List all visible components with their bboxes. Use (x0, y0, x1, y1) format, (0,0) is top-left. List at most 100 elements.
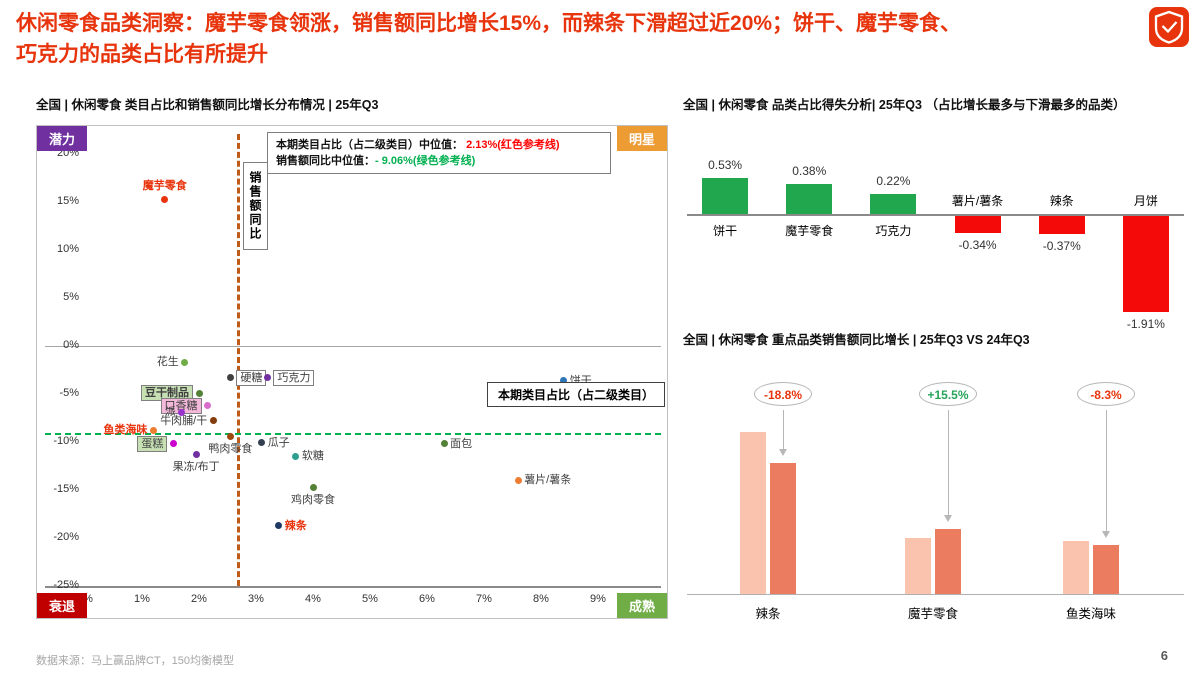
data-source-note: 数据来源：马上赢品牌CT，150均衡模型 (36, 655, 235, 667)
x-tick-label: 8% (533, 593, 549, 605)
y-median-reference-line (45, 432, 661, 435)
y-tick-label: -10% (53, 435, 79, 447)
median-line1-prefix: 本期类目占比（占二级类目）中位值： (276, 139, 467, 151)
quadrant-label-potential: 潜力 (37, 126, 88, 151)
yoy-bar-current-period (1093, 545, 1119, 594)
scatter-point (226, 432, 234, 440)
scatter-point-label: 派 (164, 406, 176, 419)
yoy-bar-prev-period (740, 432, 766, 594)
page-number: 6 (1160, 648, 1168, 663)
gain-loss-chart: 饼干 0.53% 魔芋零食 0.38% 巧克力 0.22% 薯片/薯条 -0.34% 辣条 -0.… (683, 119, 1188, 331)
scatter-point (309, 483, 317, 491)
scatter-point (263, 374, 271, 382)
scatter-point-label: 牛肉脯/干 (160, 414, 208, 427)
scatter-point (292, 452, 300, 460)
x-tick-label: 9% (590, 593, 606, 605)
yoy-chart: 辣条 -18.8% 魔芋零食 +15.5% 鱼类海味 -8.3% (683, 354, 1188, 646)
median-line1-value: 2.13%(红色参考线) (466, 139, 560, 151)
median-line2-prefix: 销售额同比中位值： (276, 155, 375, 167)
yoy-arrow-line (948, 410, 949, 515)
scatter-point-label: 鸭肉零食 (208, 443, 253, 456)
y-tick-label: 0% (63, 339, 79, 351)
gain-loss-category-label: 月饼 (1133, 194, 1158, 208)
yoy-change-badge: +15.5% (919, 382, 977, 406)
yoy-change-badge: -8.3% (1077, 382, 1135, 406)
gain-loss-bar (1038, 216, 1085, 234)
scatter-point (178, 408, 186, 416)
gain-loss-category-label: 魔芋零食 (785, 224, 834, 238)
x-axis-line (45, 586, 661, 588)
yoy-panel-title: 全国 | 休闲零食 重点品类销售额同比增长 | 25年Q3 VS 24年Q3 (683, 333, 1030, 347)
y-tick-label: -15% (53, 483, 79, 495)
scatter-point-label: 瓜子 (267, 436, 290, 449)
quadrant-label-star: 明星 (616, 126, 667, 151)
scatter-point-label: 软糖 (301, 450, 324, 463)
x-tick-label: 6% (419, 593, 435, 605)
scatter-plot-area: 20%15%10%5%0%-5%-10%-15%-20%-25%0%1%2%3%… (37, 126, 667, 618)
scatter-point-label: 鱼类海味 (103, 424, 148, 437)
gain-loss-bar (786, 184, 833, 214)
scatter-point-label: 豆干制品 (141, 385, 193, 402)
gain-loss-category-label: 薯片/薯条 (951, 194, 1004, 208)
scatter-point (514, 476, 522, 484)
median-annotation-box: 本期类目占比（占二级类目）中位值： 2.13%(红色参考线) 销售额同比中位值：… (267, 132, 611, 174)
scatter-point-label: 面包 (450, 437, 473, 450)
gain-loss-bar (1122, 216, 1169, 312)
y-tick-label: 15% (56, 195, 79, 207)
right-column: 全国 | 休闲零食 品类占比得失分析| 25年Q3 （占比增长最多与下滑最多的品… (683, 94, 1188, 646)
yoy-bar-prev-period (905, 538, 931, 594)
scatter-point-label: 花生 (156, 356, 179, 369)
gain-loss-value-label: 0.38% (792, 164, 827, 178)
scatter-point (149, 426, 157, 434)
quadrant-label-mature: 成熟 (616, 593, 667, 618)
y-tick-label: 10% (56, 243, 79, 255)
yoy-change-badge: -18.8% (754, 382, 812, 406)
gain-loss-panel: 全国 | 休闲零食 品类占比得失分析| 25年Q3 （占比增长最多与下滑最多的品… (683, 94, 1188, 331)
gain-loss-baseline (687, 214, 1184, 216)
y-tick-label: -5% (59, 387, 79, 399)
yoy-bar-prev-period (1063, 541, 1089, 594)
yoy-arrow-head-icon (779, 449, 787, 456)
yoy-category-label: 鱼类海味 (1065, 607, 1116, 621)
gain-loss-value-label: -1.91% (1126, 317, 1165, 331)
x-tick-label: 3% (248, 593, 264, 605)
yoy-bar-current-period (935, 529, 961, 594)
gain-loss-bar (870, 194, 917, 214)
yoy-panel: 全国 | 休闲零食 重点品类销售额同比增长 | 25年Q3 VS 24年Q3 辣… (683, 329, 1188, 646)
scatter-point-label: 果冻/布丁 (172, 461, 220, 474)
gain-loss-bar (702, 178, 749, 214)
yoy-arrow-head-icon (944, 515, 952, 522)
page-title: 休闲零食品类洞察：魔芋零食领涨，销售额同比增长15%，而辣条下滑超过近20%；饼… (16, 12, 962, 66)
y-tick-label: -20% (53, 531, 79, 543)
yoy-arrow-head-icon (1102, 531, 1110, 538)
scatter-point-label: 薯片/薯条 (524, 474, 572, 487)
quadrant-label-decline: 衰退 (37, 593, 88, 618)
scatter-point-label: 魔芋零食 (142, 180, 187, 193)
y-tick-label: 5% (63, 291, 79, 303)
scatter-point (209, 417, 217, 425)
scatter-point (440, 440, 448, 448)
y-tick-label: -25% (53, 579, 79, 591)
scatter-point-label: 硬糖 (236, 369, 267, 386)
scatter-point (226, 374, 234, 382)
median-annotation-line2: 销售额同比中位值：- 9.06%(绿色参考线) (276, 153, 602, 169)
zero-axis-line (45, 346, 661, 347)
gain-loss-value-label: 0.22% (876, 174, 911, 188)
median-annotation-line1: 本期类目占比（占二级类目）中位值： 2.13%(红色参考线) (276, 137, 602, 153)
brand-logo (1148, 6, 1190, 48)
x-tick-label: 2% (191, 593, 207, 605)
scatter-chart: 潜力 明星 衰退 成熟 本期类目占比（占二级类目）中位值： 2.13%(红色参考… (36, 125, 668, 619)
median-line2-value: - 9.06%(绿色参考线) (375, 155, 476, 167)
y-axis-title-box: 销售额同比 (243, 162, 268, 250)
scatter-point-label: 鸡肉零食 (291, 494, 335, 507)
yoy-category-label: 魔芋零食 (907, 607, 958, 621)
gain-loss-category-label: 巧克力 (875, 224, 912, 238)
x-tick-label: 7% (476, 593, 492, 605)
x-axis-title-box: 本期类目占比（占二级类目） (487, 382, 666, 407)
scatter-point (169, 440, 177, 448)
scatter-point (258, 439, 266, 447)
yoy-category-label: 辣条 (755, 607, 781, 621)
scatter-point (192, 450, 200, 458)
gain-loss-category-label: 饼干 (713, 224, 738, 238)
